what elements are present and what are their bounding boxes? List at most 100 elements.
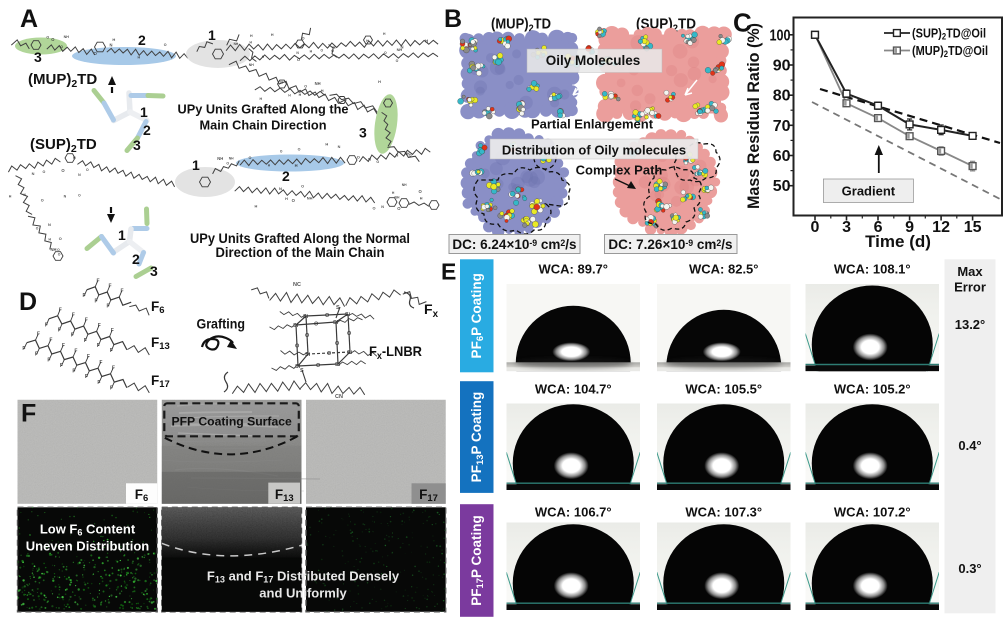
svg-text:CN: CN — [335, 394, 343, 400]
svg-text:NC: NC — [293, 282, 301, 288]
svg-text:WCA: 105.2°: WCA: 105.2° — [834, 382, 911, 397]
svg-text:3: 3 — [359, 125, 367, 141]
svg-text:O: O — [78, 193, 81, 197]
svg-text:H: H — [288, 94, 291, 98]
svg-text:O: O — [57, 248, 60, 252]
svg-text:Gradient: Gradient — [842, 184, 896, 199]
svg-text:3: 3 — [150, 263, 158, 279]
svg-text:60: 60 — [773, 148, 791, 165]
svg-text:F: F — [84, 338, 87, 344]
svg-text:50: 50 — [773, 178, 791, 195]
svg-text:Max: Max — [957, 264, 983, 279]
svg-text:Oily Molecules: Oily Molecules — [546, 53, 641, 68]
svg-text:F: F — [58, 327, 61, 333]
svg-text:1: 1 — [192, 157, 200, 173]
svg-text:H: H — [9, 194, 12, 198]
svg-text:N: N — [401, 44, 404, 49]
svg-text:O: O — [51, 37, 55, 42]
svg-text:DC: 6.24×10-9 cm2/s: DC: 6.24×10-9 cm2/s — [452, 237, 576, 252]
svg-text:F: F — [35, 352, 38, 358]
svg-text:O: O — [396, 59, 399, 63]
svg-text:WCA: 105.5°: WCA: 105.5° — [685, 382, 762, 397]
svg-text:Fx-LNBR: Fx-LNBR — [369, 343, 422, 362]
svg-text:O: O — [347, 331, 352, 337]
svg-text:O: O — [226, 161, 229, 165]
svg-text:Grafting: Grafting — [197, 316, 246, 332]
svg-text:F: F — [47, 357, 50, 363]
svg-text:80: 80 — [773, 88, 791, 105]
svg-text:O: O — [59, 237, 62, 241]
svg-text:A: A — [20, 5, 38, 33]
svg-text:H: H — [325, 141, 328, 146]
svg-text:E: E — [441, 259, 456, 285]
svg-text:Partial Enlargement: Partial Enlargement — [531, 117, 654, 132]
svg-text:F: F — [74, 349, 77, 355]
svg-text:Si: Si — [303, 314, 309, 320]
svg-text:2: 2 — [132, 251, 140, 267]
svg-text:Distribution of Oily molecules: Distribution of Oily molecules — [502, 143, 686, 158]
svg-text:H: H — [285, 197, 288, 201]
svg-text:N: N — [280, 79, 283, 84]
svg-text:O: O — [41, 199, 44, 203]
svg-text:NH: NH — [405, 152, 410, 156]
svg-text:O: O — [58, 253, 61, 257]
svg-text:WCA: 104.7°: WCA: 104.7° — [535, 382, 612, 397]
svg-text:F: F — [87, 354, 90, 360]
svg-text:and Uniformly: and Uniformly — [259, 585, 347, 600]
svg-text:Si: Si — [295, 364, 301, 370]
svg-text:O: O — [316, 363, 321, 369]
svg-text:O: O — [331, 49, 334, 53]
svg-text:F: F — [111, 328, 114, 334]
svg-text:O: O — [372, 205, 375, 210]
svg-text:F: F — [110, 348, 113, 354]
svg-text:F: F — [22, 346, 25, 352]
svg-text:UPy Units Grafted Along the No: UPy Units Grafted Along the Normal — [190, 231, 410, 246]
svg-text:(MUP)2TD: (MUP)2TD — [28, 71, 97, 90]
svg-text:H: H — [332, 45, 335, 50]
svg-text:F: F — [99, 360, 102, 366]
svg-text:F: F — [97, 343, 100, 349]
svg-text:Mass Residual Ratio (%): Mass Residual Ratio (%) — [744, 23, 763, 209]
svg-text:NH: NH — [229, 156, 234, 160]
svg-text:2: 2 — [138, 32, 146, 48]
svg-text:O: O — [61, 168, 65, 173]
svg-text:F: F — [98, 323, 101, 329]
svg-text:(MUP)2TD: (MUP)2TD — [491, 17, 551, 35]
svg-text:DC: 7.26×10-9 cm2/s: DC: 7.26×10-9 cm2/s — [608, 237, 732, 252]
svg-text:NH: NH — [315, 81, 321, 86]
svg-text:Direction of the Main Chain: Direction of the Main Chain — [216, 245, 385, 260]
svg-text:3: 3 — [842, 219, 851, 236]
svg-text:O: O — [409, 153, 412, 157]
svg-text:N: N — [296, 51, 299, 55]
svg-text:Complex Path: Complex Path — [576, 163, 663, 178]
svg-text:100: 100 — [770, 27, 791, 44]
svg-text:O: O — [357, 155, 360, 160]
svg-text:O: O — [305, 333, 310, 339]
svg-text:H: H — [271, 33, 274, 37]
svg-text:NH: NH — [51, 247, 57, 252]
svg-text:O: O — [302, 36, 305, 40]
svg-text:H: H — [262, 55, 265, 59]
svg-text:WCA: 108.1°: WCA: 108.1° — [834, 262, 911, 277]
svg-text:O: O — [304, 84, 307, 88]
svg-text:2: 2 — [143, 122, 151, 138]
svg-text:F: F — [45, 322, 48, 328]
svg-text:O: O — [301, 184, 304, 188]
svg-text:H: H — [420, 196, 423, 200]
svg-text:90: 90 — [773, 57, 791, 74]
svg-text:H: H — [137, 55, 140, 59]
svg-text:WCA: 89.7°: WCA: 89.7° — [539, 262, 609, 277]
svg-text:WCA: 107.3°: WCA: 107.3° — [685, 505, 762, 520]
svg-text:H: H — [250, 34, 253, 38]
svg-text:3: 3 — [133, 137, 141, 153]
svg-text:B: B — [444, 5, 462, 33]
svg-text:NH: NH — [249, 63, 255, 67]
svg-text:H: H — [73, 156, 76, 160]
svg-text:N: N — [64, 195, 67, 199]
svg-text:(SUP)2TD: (SUP)2TD — [30, 136, 97, 155]
svg-text:S: S — [336, 305, 340, 311]
svg-text:Uneven Distribution: Uneven Distribution — [26, 538, 150, 553]
svg-text:N: N — [279, 186, 282, 191]
svg-text:NH: NH — [395, 196, 400, 200]
svg-text:F: F — [60, 363, 63, 369]
